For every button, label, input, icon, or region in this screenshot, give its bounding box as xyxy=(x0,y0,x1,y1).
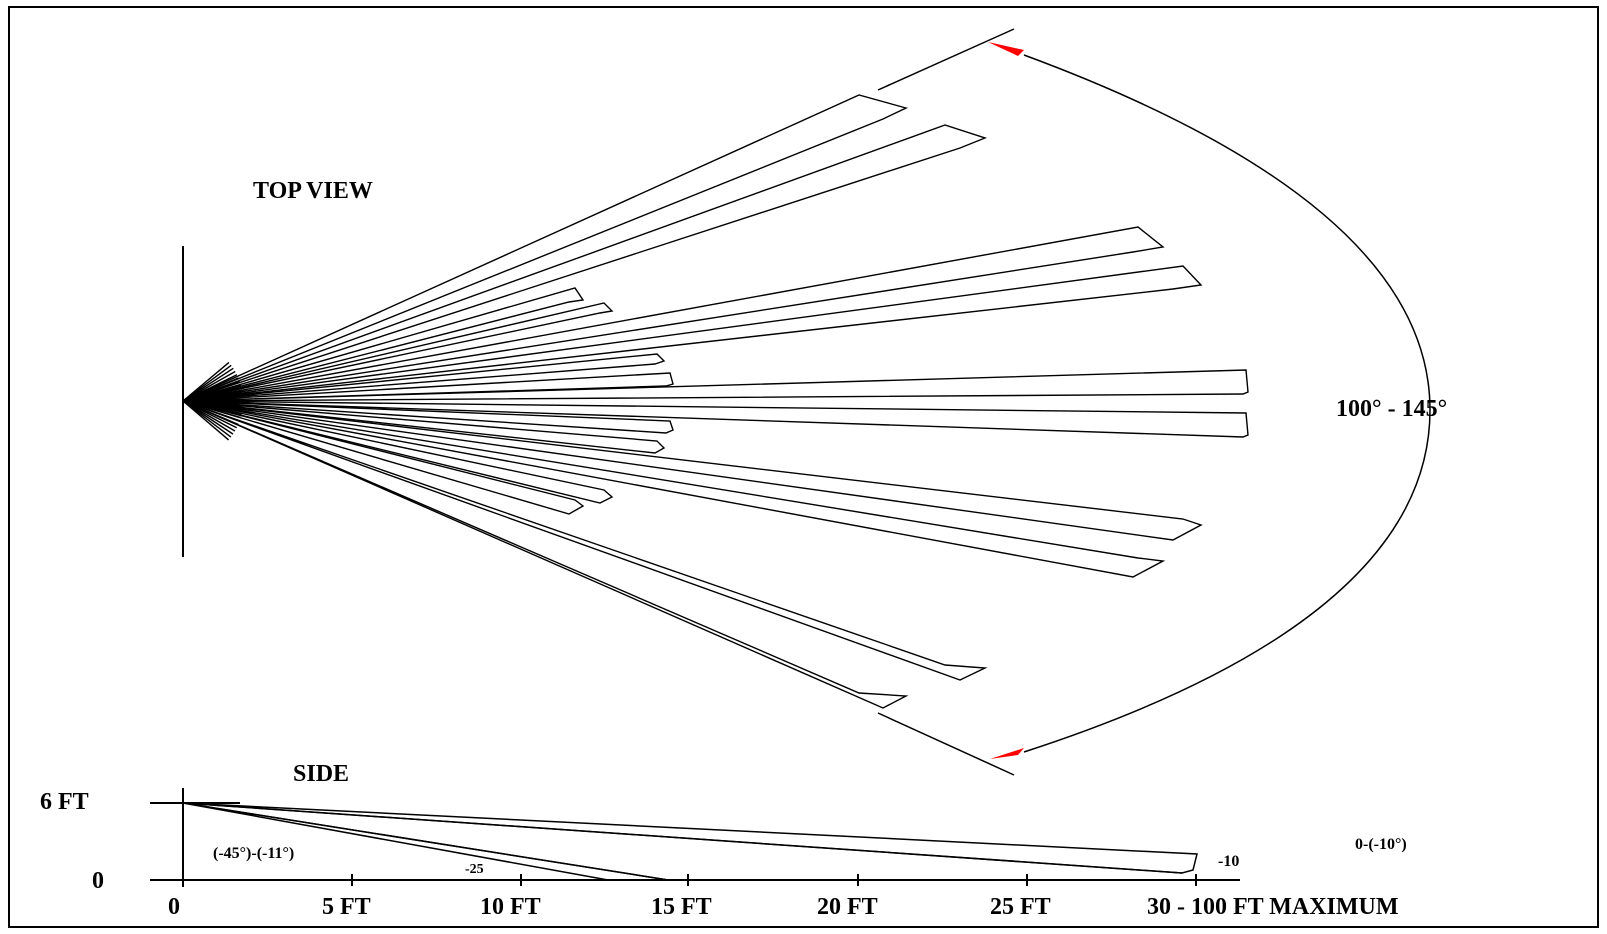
side-right-end-label: -10 xyxy=(1218,853,1239,870)
apex-fan-line xyxy=(182,400,230,441)
y-label-0: 0 xyxy=(92,868,104,894)
beam-7 xyxy=(182,353,666,402)
arc-arrowhead-top xyxy=(988,42,1024,56)
side-right-range-label: 0-(-10°) xyxy=(1355,836,1407,853)
beam-14 xyxy=(182,400,1166,578)
beam-11 xyxy=(182,400,674,434)
x-tick-15ft: 15 FT xyxy=(651,894,712,920)
x-tick-max: 30 - 100 FT MAXIMUM xyxy=(1147,894,1399,920)
beam-5 xyxy=(182,226,1165,402)
beam-1 xyxy=(182,94,908,402)
beam-15 xyxy=(182,400,614,504)
y-label-6ft: 6 FT xyxy=(40,789,89,815)
side-beam-short-edge xyxy=(182,802,669,881)
beam-17 xyxy=(182,400,988,681)
arc-boundary-top xyxy=(877,28,1015,91)
arc-arrowhead-bottom xyxy=(990,748,1024,759)
x-tick-20ft: 20 FT xyxy=(817,894,878,920)
side-view-title: SIDE xyxy=(293,761,349,787)
coverage-angle-label: 100° - 145° xyxy=(1336,396,1447,422)
arc-boundary-bottom xyxy=(877,712,1015,776)
top-view: TOP VIEW 100° - 145° xyxy=(182,28,1447,776)
beam-13 xyxy=(182,400,1203,541)
beam-10 xyxy=(182,400,1249,438)
beam-3 xyxy=(182,287,585,402)
beam-12 xyxy=(182,400,666,454)
side-view: SIDE 6 FT 0 (-45°)-(-11°) -25 -10 0-(-10… xyxy=(40,761,1407,920)
beam-9 xyxy=(182,369,1249,402)
beam-16 xyxy=(182,400,585,515)
beam-4 xyxy=(182,302,614,402)
beam-18 xyxy=(182,400,909,709)
x-tick-5ft: 5 FT xyxy=(322,894,371,920)
detection-beams xyxy=(182,94,1249,709)
side-beam-long-lower xyxy=(182,802,1183,874)
side-x-ticks xyxy=(182,874,1197,886)
x-tick-0: 0 xyxy=(168,894,180,920)
diagram-frame xyxy=(8,6,1599,928)
beam-2 xyxy=(182,124,988,402)
beam-6 xyxy=(182,265,1203,402)
top-view-title: TOP VIEW xyxy=(253,178,373,204)
side-left-range-label: (-45°)-(-11°) xyxy=(213,845,294,862)
coverage-angle-arc xyxy=(1023,54,1431,753)
x-tick-25ft: 25 FT xyxy=(990,894,1051,920)
x-tick-10ft: 10 FT xyxy=(480,894,541,920)
side-mid-label: -25 xyxy=(465,862,484,877)
